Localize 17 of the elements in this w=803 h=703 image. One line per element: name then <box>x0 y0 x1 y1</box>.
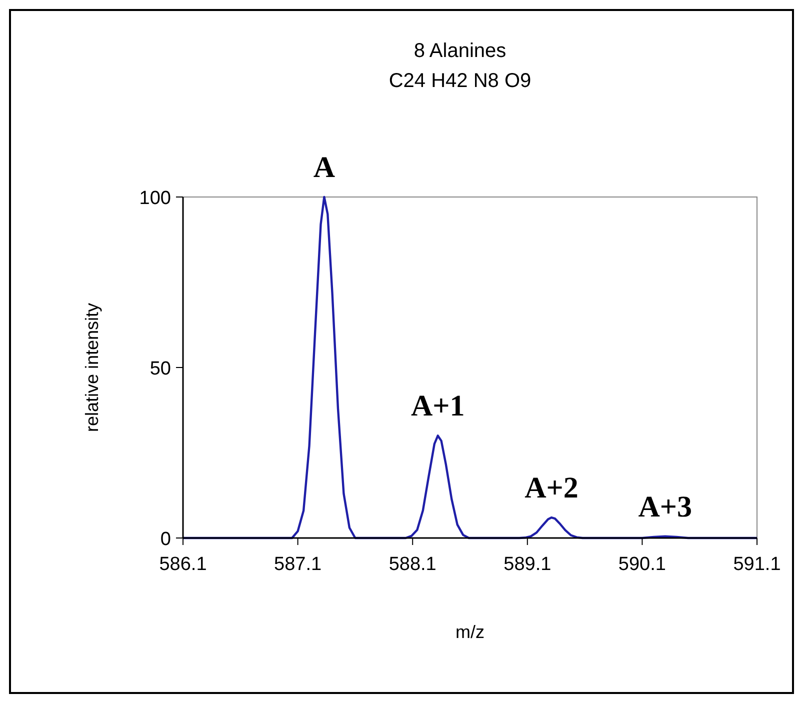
x-tick-label: 590.1 <box>618 554 666 575</box>
y-tick-label: 100 <box>139 188 171 209</box>
x-tick-label: 587.1 <box>274 554 322 575</box>
x-tick-label: 586.1 <box>159 554 207 575</box>
x-tick-label: 588.1 <box>388 554 436 575</box>
annotation: A+3 <box>638 490 692 524</box>
annotation: A <box>313 151 336 184</box>
chart-title: 8 Alanines <box>414 40 506 62</box>
chart-subtitle: C24 H42 N8 O9 <box>388 70 532 92</box>
annotation: A+1 <box>410 390 465 423</box>
y-tick-label: 50 <box>150 358 171 380</box>
x-tick-label: 591.1 <box>733 554 781 575</box>
x-axis-title: m/z <box>456 622 484 642</box>
y-tick-label: 0 <box>160 529 171 550</box>
y-axis-title: relative intensity <box>82 302 102 432</box>
annotation: A+2 <box>524 472 578 505</box>
x-tick-label: 589.1 <box>504 554 552 575</box>
